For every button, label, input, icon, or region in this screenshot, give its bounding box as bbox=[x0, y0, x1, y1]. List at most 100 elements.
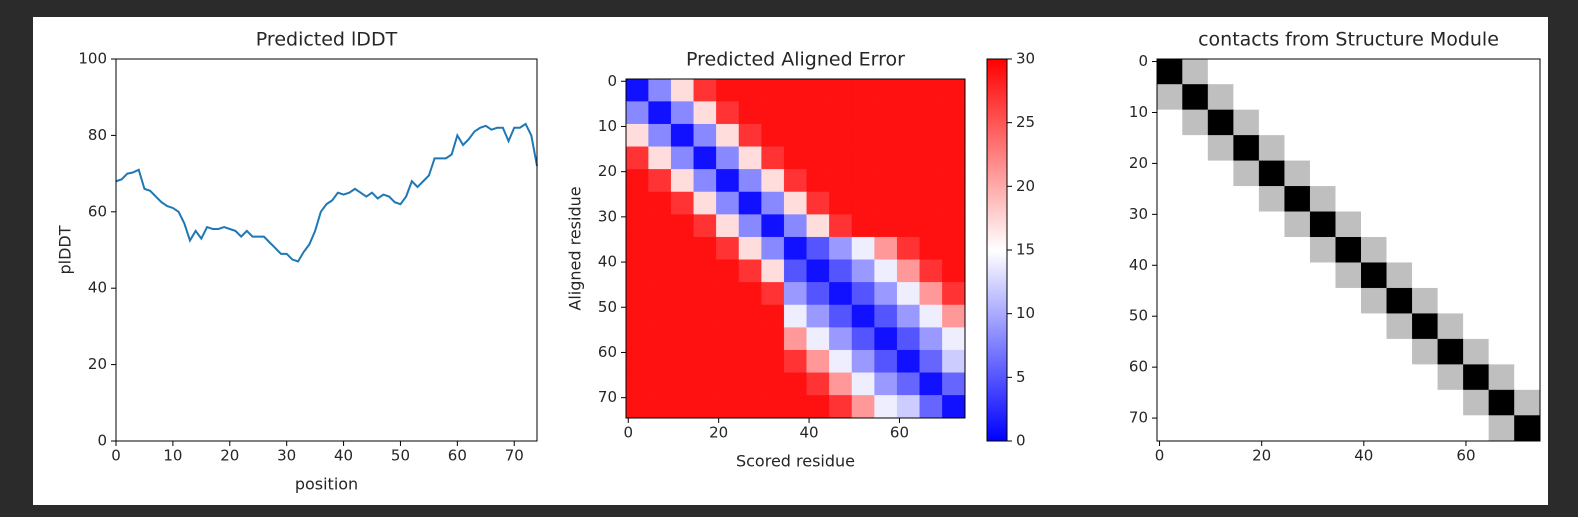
heatmap-cell bbox=[1514, 186, 1541, 213]
heatmap-cell bbox=[851, 395, 875, 419]
heatmap-cell bbox=[670, 304, 695, 328]
heatmap-cell bbox=[942, 282, 966, 306]
heatmap-cell bbox=[625, 146, 649, 170]
heatmap-cell bbox=[942, 78, 966, 102]
heatmap-cell bbox=[1233, 109, 1260, 136]
heatmap-cell bbox=[1284, 109, 1311, 136]
y-tick-label: 70 bbox=[1129, 409, 1148, 427]
heatmap-cell bbox=[806, 169, 830, 193]
heatmap-cell bbox=[806, 327, 830, 351]
heatmap-cell bbox=[1284, 338, 1311, 365]
heatmap-cell bbox=[738, 304, 762, 328]
x-tick-label: 0 bbox=[623, 424, 633, 442]
heatmap-cell bbox=[1437, 262, 1464, 289]
heatmap-cell bbox=[874, 123, 898, 148]
heatmap-cell bbox=[1412, 389, 1439, 416]
heatmap-cell bbox=[829, 123, 853, 148]
heatmap-cell bbox=[1514, 287, 1541, 314]
heatmap-cell bbox=[1284, 364, 1311, 391]
heatmap-cell bbox=[648, 327, 672, 351]
heatmap-cell bbox=[829, 259, 853, 283]
heatmap-cell bbox=[670, 259, 695, 283]
heatmap-cell bbox=[851, 123, 875, 148]
heatmap-cell bbox=[716, 191, 740, 215]
heatmap-cell bbox=[1514, 237, 1541, 263]
heatmap-cell bbox=[919, 191, 943, 215]
heatmap-cell bbox=[1182, 109, 1209, 136]
heatmap-cell bbox=[716, 349, 740, 374]
heatmap-cell bbox=[783, 327, 808, 351]
heatmap-cell bbox=[693, 146, 717, 170]
heatmap-cell bbox=[1386, 211, 1413, 238]
heatmap-cell bbox=[829, 304, 853, 328]
heatmap-cell bbox=[1156, 262, 1183, 289]
heatmap-cell bbox=[1386, 135, 1413, 162]
heatmap-cell bbox=[1284, 135, 1311, 162]
heatmap-cell bbox=[1258, 364, 1285, 391]
heatmap-cell bbox=[1233, 262, 1260, 289]
heatmap-cell bbox=[761, 101, 785, 125]
heatmap-cell bbox=[1309, 84, 1336, 111]
heatmap-cell bbox=[738, 191, 762, 215]
y-tick-label: 30 bbox=[1129, 205, 1148, 223]
heatmap-cell bbox=[1207, 389, 1234, 416]
heatmap-cell bbox=[1284, 160, 1311, 187]
heatmap-cell bbox=[1437, 84, 1464, 111]
heatmap-cell bbox=[806, 101, 830, 125]
heatmap-cell bbox=[1361, 364, 1388, 391]
heatmap-cell bbox=[1258, 313, 1285, 340]
heatmap-cell bbox=[942, 349, 966, 374]
heatmap-cell bbox=[829, 327, 853, 351]
colorbar-tick-label: 30 bbox=[1016, 50, 1035, 68]
heatmap-cell bbox=[1233, 364, 1260, 391]
heatmap-cell bbox=[670, 123, 695, 148]
heatmap-cell bbox=[783, 191, 808, 215]
heatmap-cell bbox=[1258, 58, 1285, 85]
heatmap-cell bbox=[1463, 109, 1490, 136]
heatmap-cell bbox=[693, 259, 717, 283]
heatmap-cell bbox=[829, 78, 853, 102]
heatmap-cell bbox=[693, 191, 717, 215]
heatmap-cell bbox=[738, 395, 762, 419]
heatmap-cell bbox=[1207, 58, 1234, 85]
heatmap-cell bbox=[1207, 415, 1234, 442]
heatmap-cell bbox=[851, 349, 875, 374]
heatmap-cell bbox=[693, 304, 717, 328]
heatmap-cell bbox=[851, 327, 875, 351]
heatmap-cell bbox=[1412, 415, 1439, 442]
heatmap-cell bbox=[1335, 287, 1362, 314]
heatmap-cell bbox=[874, 236, 898, 261]
heatmap-cell bbox=[1309, 364, 1336, 391]
heatmap-cell bbox=[1361, 262, 1388, 289]
heatmap-cell bbox=[783, 78, 808, 102]
heatmap-cell bbox=[716, 327, 740, 351]
heatmap-cell bbox=[1156, 237, 1183, 263]
heatmap-cell bbox=[1309, 160, 1336, 187]
heatmap-cell bbox=[829, 146, 853, 170]
heatmap-cell bbox=[1182, 84, 1209, 111]
heatmap-cell bbox=[1514, 58, 1541, 85]
heatmap-cell bbox=[716, 372, 740, 396]
heatmap-cell bbox=[1156, 313, 1183, 340]
heatmap-cell bbox=[1386, 313, 1413, 340]
heatmap-cell bbox=[648, 395, 672, 419]
chart-title: contacts from Structure Module bbox=[1198, 29, 1499, 51]
heatmap-cell bbox=[648, 236, 672, 261]
heatmap-cell bbox=[1233, 135, 1260, 162]
heatmap-cell bbox=[625, 259, 649, 283]
heatmap-cell bbox=[896, 191, 921, 215]
heatmap-cell bbox=[1488, 262, 1515, 289]
heatmap-cell bbox=[783, 282, 808, 306]
y-tick-label: 20 bbox=[88, 355, 107, 373]
heatmap-cell bbox=[919, 304, 943, 328]
heatmap-cell bbox=[648, 78, 672, 102]
y-tick-label: 40 bbox=[1129, 256, 1148, 274]
heatmap-cell bbox=[806, 123, 830, 148]
heatmap-cell bbox=[1514, 313, 1541, 340]
heatmap-cell bbox=[783, 259, 808, 283]
heatmap-cell bbox=[829, 101, 853, 125]
heatmap-cell bbox=[1514, 211, 1541, 238]
heatmap-cell bbox=[1284, 389, 1311, 416]
heatmap-cell bbox=[648, 259, 672, 283]
heatmap-cell bbox=[874, 169, 898, 193]
